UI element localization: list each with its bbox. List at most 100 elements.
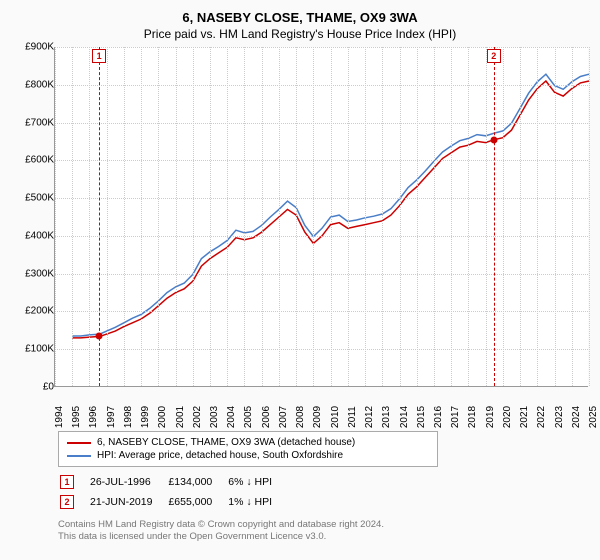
grid-line-v	[89, 47, 90, 386]
y-tick-label: £600K	[25, 155, 54, 166]
grid-line-v	[279, 47, 280, 386]
grid-line-v	[296, 47, 297, 386]
grid-line-v	[72, 47, 73, 386]
x-tick-label: 2024	[571, 406, 582, 428]
legend-row: HPI: Average price, detached house, Sout…	[67, 449, 429, 462]
grid-line-v	[348, 47, 349, 386]
event-marker-box: 2	[487, 49, 501, 63]
grid-line-v	[520, 47, 521, 386]
grid-line-h	[55, 236, 588, 237]
grid-line-h	[55, 274, 588, 275]
event-dot	[96, 333, 103, 340]
events-table: 126-JUL-1996£134,0006% ↓ HPI 221-JUN-2019…	[58, 471, 288, 513]
grid-line-v	[193, 47, 194, 386]
grid-line-v	[124, 47, 125, 386]
x-tick-label: 2005	[243, 406, 254, 428]
x-tick-label: 1996	[88, 406, 99, 428]
event-row: 221-JUN-2019£655,0001% ↓ HPI	[60, 493, 286, 511]
x-tick-label: 2018	[467, 406, 478, 428]
chart-area: £0£100K£200K£300K£400K£500K£600K£700K£80…	[12, 47, 588, 427]
y-tick-label: £900K	[25, 42, 54, 53]
grid-line-h	[55, 349, 588, 350]
y-tick-label: £700K	[25, 117, 54, 128]
grid-line-v	[572, 47, 573, 386]
x-tick-label: 2003	[209, 406, 220, 428]
x-tick-label: 2021	[519, 406, 530, 428]
grid-line-v	[244, 47, 245, 386]
grid-line-h	[55, 160, 588, 161]
grid-line-v	[434, 47, 435, 386]
x-tick-label: 2002	[192, 406, 203, 428]
legend-row: 6, NASEBY CLOSE, THAME, OX9 3WA (detache…	[67, 436, 429, 449]
x-tick-label: 2012	[364, 406, 375, 428]
x-tick-label: 2025	[588, 406, 599, 428]
legend: 6, NASEBY CLOSE, THAME, OX9 3WA (detache…	[58, 431, 438, 467]
grid-line-v	[537, 47, 538, 386]
chart-title: 6, NASEBY CLOSE, THAME, OX9 3WA	[12, 10, 588, 25]
event-number-box: 2	[60, 495, 74, 509]
x-tick-label: 2010	[330, 406, 341, 428]
y-tick-label: £300K	[25, 268, 54, 279]
x-tick-label: 2004	[226, 406, 237, 428]
grid-line-v	[55, 47, 56, 386]
grid-line-h	[55, 311, 588, 312]
x-tick-label: 2009	[312, 406, 323, 428]
plot-region: 12	[54, 47, 588, 387]
event-row: 126-JUL-1996£134,0006% ↓ HPI	[60, 473, 286, 491]
grid-line-v	[107, 47, 108, 386]
grid-line-v	[262, 47, 263, 386]
x-tick-label: 1997	[106, 406, 117, 428]
grid-line-v	[468, 47, 469, 386]
x-tick-label: 2017	[450, 406, 461, 428]
grid-line-v	[227, 47, 228, 386]
y-tick-label: £400K	[25, 230, 54, 241]
grid-line-v	[555, 47, 556, 386]
x-tick-label: 2015	[416, 406, 427, 428]
x-tick-label: 1998	[123, 406, 134, 428]
event-price: £134,000	[168, 473, 226, 491]
grid-line-v	[486, 47, 487, 386]
grid-line-v	[400, 47, 401, 386]
grid-line-v	[417, 47, 418, 386]
y-axis: £0£100K£200K£300K£400K£500K£600K£700K£80…	[12, 47, 54, 387]
grid-line-v	[365, 47, 366, 386]
x-tick-label: 2019	[485, 406, 496, 428]
event-delta: 6% ↓ HPI	[228, 473, 286, 491]
grid-line-v	[331, 47, 332, 386]
event-number-box: 1	[60, 475, 74, 489]
grid-line-v	[176, 47, 177, 386]
x-tick-label: 2006	[261, 406, 272, 428]
x-tick-label: 2014	[399, 406, 410, 428]
grid-line-h	[55, 85, 588, 86]
y-tick-label: £800K	[25, 79, 54, 90]
footer-line-1: Contains HM Land Registry data © Crown c…	[58, 519, 588, 531]
grid-line-v	[158, 47, 159, 386]
line-chart-svg	[55, 47, 589, 387]
y-tick-label: £100K	[25, 344, 54, 355]
grid-line-v	[141, 47, 142, 386]
event-delta: 1% ↓ HPI	[228, 493, 286, 511]
grid-line-v	[503, 47, 504, 386]
legend-label: 6, NASEBY CLOSE, THAME, OX9 3WA (detache…	[97, 437, 355, 448]
grid-line-h	[55, 123, 588, 124]
grid-line-h	[55, 47, 588, 48]
footer-line-2: This data is licensed under the Open Gov…	[58, 531, 588, 543]
x-tick-label: 2016	[433, 406, 444, 428]
grid-line-v	[589, 47, 590, 386]
x-tick-label: 2008	[295, 406, 306, 428]
chart-subtitle: Price paid vs. HM Land Registry's House …	[12, 27, 588, 41]
grid-line-v	[313, 47, 314, 386]
y-tick-label: £500K	[25, 193, 54, 204]
legend-swatch	[67, 442, 91, 444]
legend-label: HPI: Average price, detached house, Sout…	[97, 450, 343, 461]
x-tick-label: 2023	[554, 406, 565, 428]
x-tick-label: 2007	[278, 406, 289, 428]
grid-line-h	[55, 198, 588, 199]
x-tick-label: 2020	[502, 406, 513, 428]
event-dot	[490, 136, 497, 143]
event-marker-line	[494, 47, 495, 386]
event-price: £655,000	[168, 493, 226, 511]
footer-attribution: Contains HM Land Registry data © Crown c…	[58, 519, 588, 544]
legend-swatch	[67, 455, 91, 457]
grid-line-v	[382, 47, 383, 386]
